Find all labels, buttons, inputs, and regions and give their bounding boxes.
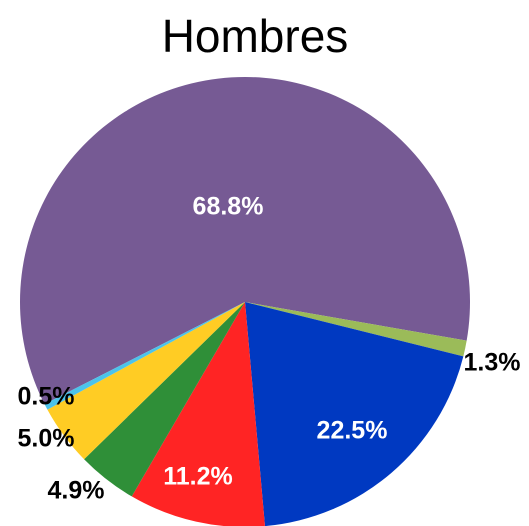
pie-slice: [47, 302, 245, 460]
data-label: 0.5%: [18, 383, 75, 411]
pie-slice: [44, 302, 246, 410]
pie-slice: [245, 302, 467, 357]
data-label: 11.2%: [163, 463, 233, 491]
pie-slice: [245, 302, 464, 526]
data-label: 4.9%: [48, 477, 105, 505]
data-label: 68.8%: [193, 193, 264, 221]
pie: [20, 77, 471, 526]
data-label: 5.0%: [18, 425, 75, 453]
data-labels: 68.8% 1.3% 22.5% 11.2% 4.9% 5.0% 0.5%: [18, 193, 521, 505]
pie-slice: [131, 302, 265, 526]
pie-slice: [84, 302, 246, 497]
pie-slice: [20, 77, 471, 405]
data-label: 1.3%: [464, 349, 521, 377]
chart-title: Hombres: [162, 10, 349, 62]
data-label: 22.5%: [317, 417, 388, 445]
